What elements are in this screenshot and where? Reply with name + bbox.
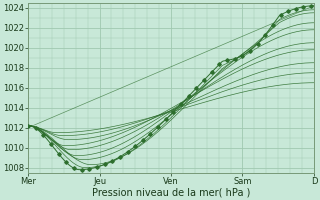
X-axis label: Pression niveau de la mer( hPa ): Pression niveau de la mer( hPa ) [92,187,250,197]
